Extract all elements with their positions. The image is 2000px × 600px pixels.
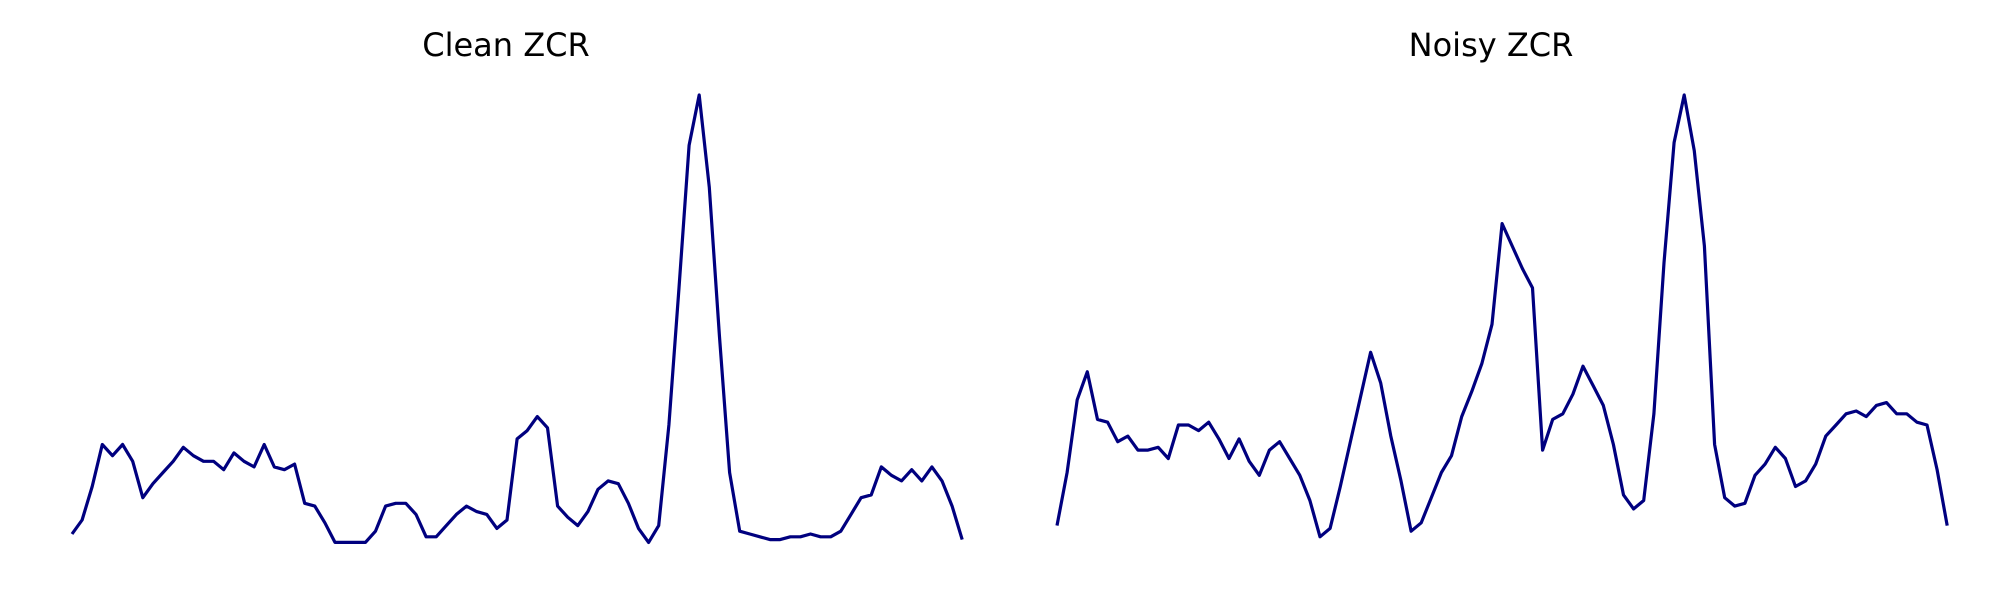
clean-zcr-title: Clean ZCR [422, 26, 589, 64]
noisy-zcr-line [1055, 93, 1949, 539]
noisy-zcr-chart: Noisy ZCR [1055, 26, 1949, 539]
clean-zcr-chart: Clean ZCR [70, 26, 964, 545]
noisy-zcr-title: Noisy ZCR [1409, 26, 1574, 64]
clean-zcr-line [70, 93, 964, 545]
